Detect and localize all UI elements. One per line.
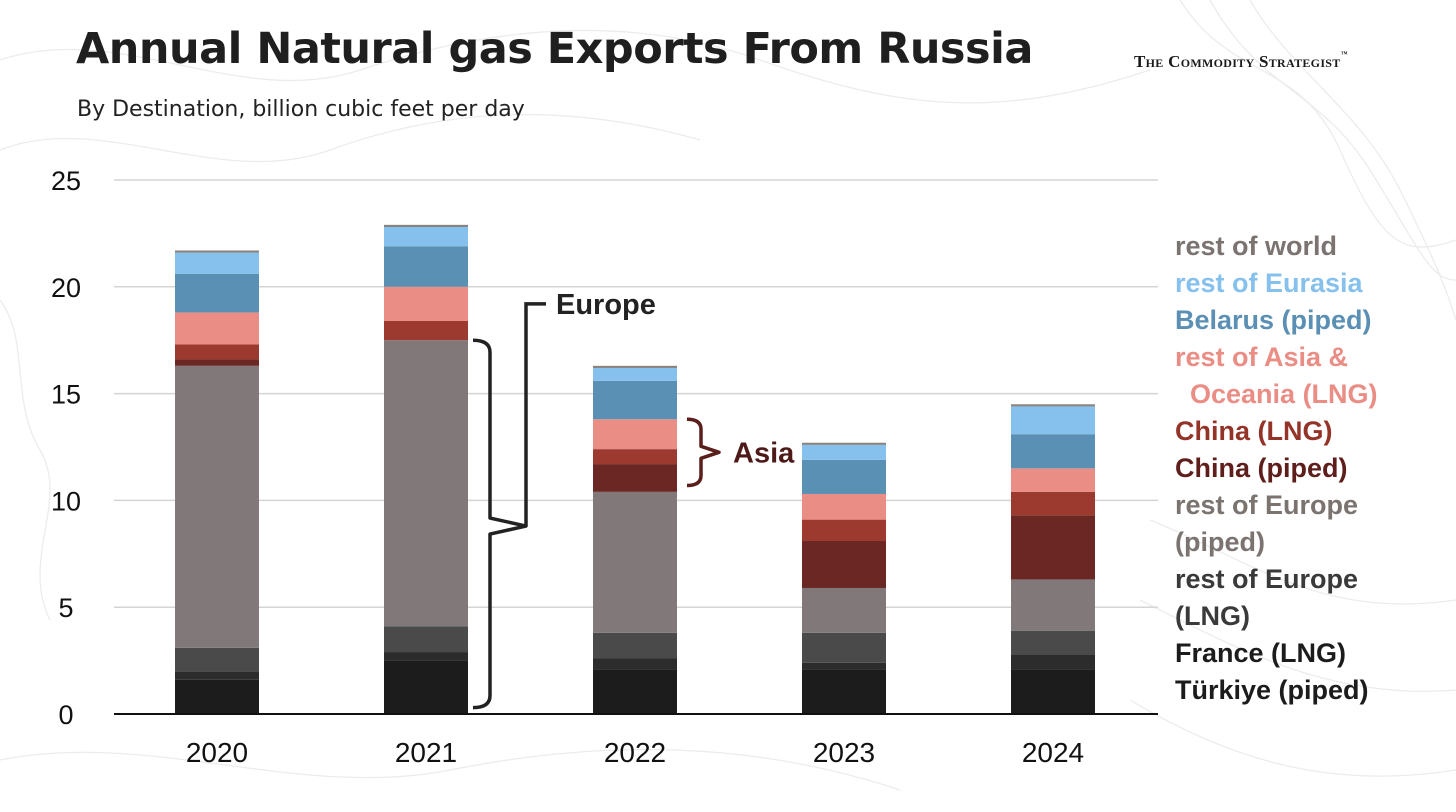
- bar-segment: [593, 669, 677, 714]
- x-tick-label: 2023: [813, 737, 875, 768]
- x-tick-label: 2022: [604, 737, 666, 768]
- bar-segment: [384, 626, 468, 653]
- legend-item: Belarus (piped): [1175, 305, 1372, 335]
- bar-segment: [1011, 579, 1095, 631]
- bar-segment: [384, 224, 468, 227]
- bar-segment: [175, 671, 259, 680]
- legend-item: rest of Asia & Oceania (LNG): [1175, 342, 1378, 409]
- bar-segment: [1011, 630, 1095, 655]
- chart-legend: rest of world rest of Eurasia Belarus (pip…: [1175, 228, 1415, 709]
- bar-segment: [175, 679, 259, 714]
- bar-segment: [175, 365, 259, 648]
- bar-segment: [802, 632, 886, 663]
- bar-segment: [384, 320, 468, 341]
- chart-subtitle: By Destination, billion cubic feet per d…: [77, 97, 525, 122]
- bar-segment: [593, 464, 677, 492]
- bar-segment: [593, 658, 677, 670]
- y-tick-label: 20: [51, 273, 81, 303]
- bar-segment: [175, 273, 259, 313]
- bar-segment: [175, 344, 259, 360]
- x-tick-label: 2021: [395, 737, 457, 768]
- bar-segment: [802, 459, 886, 494]
- y-tick-label: 0: [58, 700, 73, 730]
- y-tick-label: 25: [51, 166, 81, 196]
- chart-title: Annual Natural gas Exports From Russia: [76, 24, 1033, 74]
- bar-segment: [1011, 404, 1095, 407]
- bar-segment: [802, 442, 886, 445]
- y-tick-label: 5: [58, 593, 73, 623]
- brand-logo: The Commodity Strategist™: [1134, 50, 1348, 72]
- bar-segment: [593, 365, 677, 368]
- bar-segment: [175, 359, 259, 366]
- bar-segment: [384, 286, 468, 321]
- bar-segment: [175, 250, 259, 253]
- asia-bracket: [686, 417, 721, 488]
- bar-segment: [384, 340, 468, 627]
- x-tick-label: 2024: [1022, 737, 1084, 768]
- bar-segment: [802, 444, 886, 460]
- legend-item: China (LNG): [1175, 416, 1333, 446]
- europe-leader-line: [524, 302, 546, 527]
- bar-segment: [1011, 515, 1095, 580]
- bar-segment: [175, 312, 259, 345]
- europe-bracket: [472, 338, 528, 710]
- bar-segment: [593, 380, 677, 420]
- legend-item: rest of Europe (piped): [1175, 490, 1359, 557]
- legend-item: France (LNG): [1175, 638, 1347, 668]
- bar-segment: [593, 419, 677, 450]
- bar-segment: [1011, 406, 1095, 435]
- bar-segment: [175, 647, 259, 672]
- bar-segment: [593, 632, 677, 659]
- x-tick-label: 2020: [186, 737, 248, 768]
- bar-segment: [175, 252, 259, 274]
- bar-segment: [802, 540, 886, 588]
- bar-segment: [384, 660, 468, 714]
- legend-item: rest of Europe (LNG): [1175, 564, 1359, 631]
- bar-segment: [384, 246, 468, 287]
- y-tick-label: 15: [51, 380, 81, 410]
- bar-segment: [593, 449, 677, 465]
- legend-item: China (piped): [1175, 453, 1348, 483]
- bar-segment: [384, 226, 468, 247]
- legend-item: rest of Eurasia: [1175, 268, 1363, 298]
- legend-item: rest of world: [1175, 231, 1338, 261]
- trademark-mark: ™: [1340, 50, 1348, 58]
- asia-annotation-label: Asia: [733, 437, 795, 469]
- y-tick-label: 10: [51, 486, 81, 516]
- bar-segment: [593, 367, 677, 381]
- bar-segment: [802, 587, 886, 633]
- bar-segment: [1011, 669, 1095, 714]
- legend-item: Türkiye (piped): [1175, 675, 1369, 705]
- bar-segment: [384, 652, 468, 661]
- bar-segment: [1011, 654, 1095, 670]
- brand-name: The Commodity Strategist: [1134, 52, 1341, 71]
- bar-segment: [593, 491, 677, 633]
- bar-segment: [1011, 468, 1095, 492]
- bar-segment: [1011, 434, 1095, 469]
- bar-segment: [802, 669, 886, 714]
- europe-annotation-label: Europe: [556, 289, 656, 321]
- bar-segment: [1011, 491, 1095, 516]
- bar-segment: [802, 662, 886, 670]
- bar-segment: [802, 519, 886, 541]
- bar-segment: [802, 493, 886, 520]
